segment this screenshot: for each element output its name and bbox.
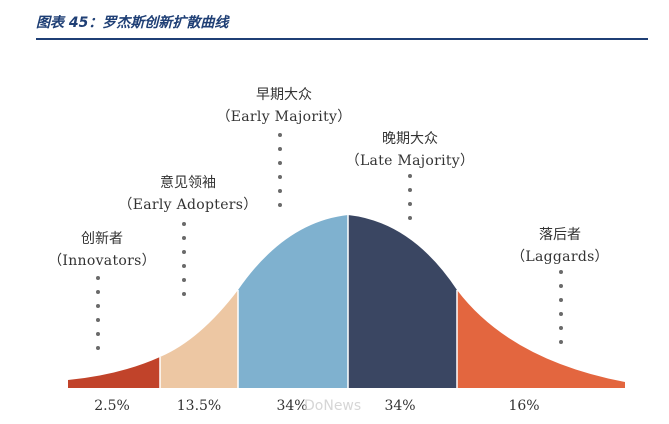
label-late-majority: 晚期大众 （Late Majority） xyxy=(340,128,480,172)
leader-dots-early-adopters xyxy=(182,222,186,306)
title-rule xyxy=(36,38,648,40)
label-early-majority-en: （Early Majority） xyxy=(216,109,352,125)
label-late-majority-en: （Late Majority） xyxy=(345,153,475,169)
segment-innovators xyxy=(68,357,160,388)
pct-laggards: 16% xyxy=(508,398,540,414)
label-early-majority: 早期大众 （Early Majority） xyxy=(214,84,354,128)
label-innovators: 创新者 （Innovators） xyxy=(42,228,162,272)
pct-early-majority: 34% xyxy=(276,398,308,414)
label-laggards-cn: 落后者 xyxy=(539,227,581,243)
label-innovators-cn: 创新者 xyxy=(81,231,123,247)
leader-dots-early-majority xyxy=(278,133,282,217)
label-early-majority-cn: 早期大众 xyxy=(256,87,312,103)
figure-header: 图表 45：罗杰斯创新扩散曲线 xyxy=(0,0,669,46)
label-laggards: 落后者 （Laggards） xyxy=(500,224,620,268)
segment-laggards xyxy=(457,290,625,388)
figure-title: 图表 45：罗杰斯创新扩散曲线 xyxy=(36,15,229,31)
segment-early-majority xyxy=(238,215,348,388)
label-laggards-en: （Laggards） xyxy=(511,249,609,265)
label-late-majority-cn: 晚期大众 xyxy=(382,131,438,147)
leader-dots-laggards xyxy=(559,270,563,354)
leader-dots-late-majority xyxy=(408,174,412,230)
label-early-adopters-en: （Early Adopters） xyxy=(118,197,258,213)
pct-early-adopters: 13.5% xyxy=(176,398,222,414)
pct-late-majority: 34% xyxy=(384,398,416,414)
segment-early-adopters xyxy=(160,290,238,388)
label-early-adopters-cn: 意见领袖 xyxy=(160,175,216,191)
pct-innovators: 2.5% xyxy=(94,398,130,414)
label-early-adopters: 意见领袖 （Early Adopters） xyxy=(118,172,258,216)
label-innovators-en: （Innovators） xyxy=(48,253,156,269)
watermark: DoNews xyxy=(304,398,362,414)
segment-late-majority xyxy=(348,215,457,388)
leader-dots-innovators xyxy=(96,276,100,360)
